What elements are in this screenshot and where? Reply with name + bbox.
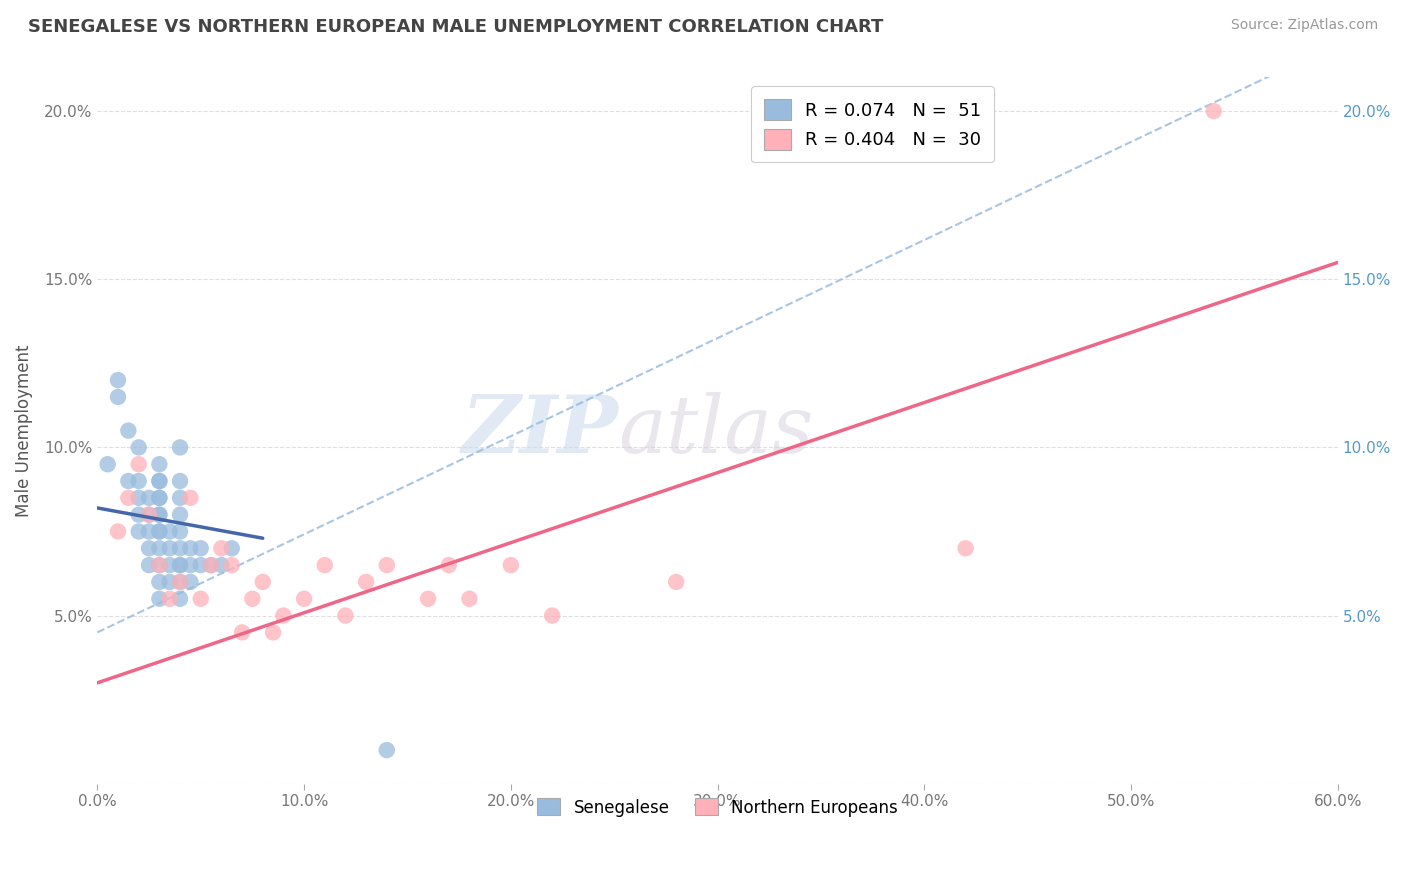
- Point: [148, 541, 170, 556]
- Point: [159, 574, 181, 589]
- Point: [138, 491, 160, 505]
- Point: [169, 574, 191, 589]
- Point: [499, 558, 522, 573]
- Point: [262, 625, 284, 640]
- Point: [665, 574, 688, 589]
- Point: [128, 441, 150, 455]
- Point: [138, 508, 160, 522]
- Point: [209, 541, 232, 556]
- Point: [179, 558, 201, 573]
- Point: [375, 743, 398, 757]
- Point: [169, 508, 191, 522]
- Point: [128, 491, 150, 505]
- Text: ZIP: ZIP: [461, 392, 619, 469]
- Point: [221, 558, 243, 573]
- Point: [148, 558, 170, 573]
- Point: [138, 508, 160, 522]
- Point: [148, 474, 170, 488]
- Point: [107, 524, 129, 539]
- Point: [1202, 104, 1225, 119]
- Point: [159, 541, 181, 556]
- Point: [292, 591, 315, 606]
- Text: SENEGALESE VS NORTHERN EUROPEAN MALE UNEMPLOYMENT CORRELATION CHART: SENEGALESE VS NORTHERN EUROPEAN MALE UNE…: [28, 18, 883, 36]
- Point: [209, 558, 232, 573]
- Point: [335, 608, 357, 623]
- Point: [179, 541, 201, 556]
- Point: [179, 491, 201, 505]
- Point: [179, 574, 201, 589]
- Point: [148, 508, 170, 522]
- Point: [169, 441, 191, 455]
- Point: [159, 524, 181, 539]
- Point: [159, 558, 181, 573]
- Point: [200, 558, 222, 573]
- Y-axis label: Male Unemployment: Male Unemployment: [15, 344, 32, 516]
- Point: [148, 474, 170, 488]
- Point: [148, 558, 170, 573]
- Point: [148, 508, 170, 522]
- Point: [117, 424, 139, 438]
- Point: [138, 541, 160, 556]
- Point: [107, 373, 129, 387]
- Text: atlas: atlas: [619, 392, 814, 469]
- Point: [252, 574, 274, 589]
- Point: [148, 491, 170, 505]
- Point: [955, 541, 977, 556]
- Legend: Senegalese, Northern Europeans: Senegalese, Northern Europeans: [529, 790, 907, 825]
- Point: [169, 558, 191, 573]
- Point: [169, 574, 191, 589]
- Point: [138, 524, 160, 539]
- Point: [541, 608, 564, 623]
- Point: [242, 591, 264, 606]
- Point: [128, 457, 150, 471]
- Point: [159, 591, 181, 606]
- Point: [354, 574, 377, 589]
- Point: [97, 457, 120, 471]
- Point: [138, 558, 160, 573]
- Point: [273, 608, 295, 623]
- Point: [169, 591, 191, 606]
- Point: [169, 524, 191, 539]
- Point: [458, 591, 481, 606]
- Point: [231, 625, 253, 640]
- Point: [117, 491, 139, 505]
- Point: [190, 541, 212, 556]
- Point: [148, 491, 170, 505]
- Point: [148, 524, 170, 539]
- Point: [169, 491, 191, 505]
- Point: [200, 558, 222, 573]
- Point: [314, 558, 336, 573]
- Point: [128, 508, 150, 522]
- Point: [416, 591, 439, 606]
- Point: [190, 558, 212, 573]
- Point: [190, 591, 212, 606]
- Text: Source: ZipAtlas.com: Source: ZipAtlas.com: [1230, 18, 1378, 32]
- Point: [148, 591, 170, 606]
- Point: [221, 541, 243, 556]
- Point: [148, 457, 170, 471]
- Point: [437, 558, 460, 573]
- Point: [128, 524, 150, 539]
- Point: [169, 541, 191, 556]
- Point: [375, 558, 398, 573]
- Point: [148, 574, 170, 589]
- Point: [128, 474, 150, 488]
- Point: [148, 524, 170, 539]
- Point: [117, 474, 139, 488]
- Point: [169, 558, 191, 573]
- Point: [107, 390, 129, 404]
- Point: [169, 474, 191, 488]
